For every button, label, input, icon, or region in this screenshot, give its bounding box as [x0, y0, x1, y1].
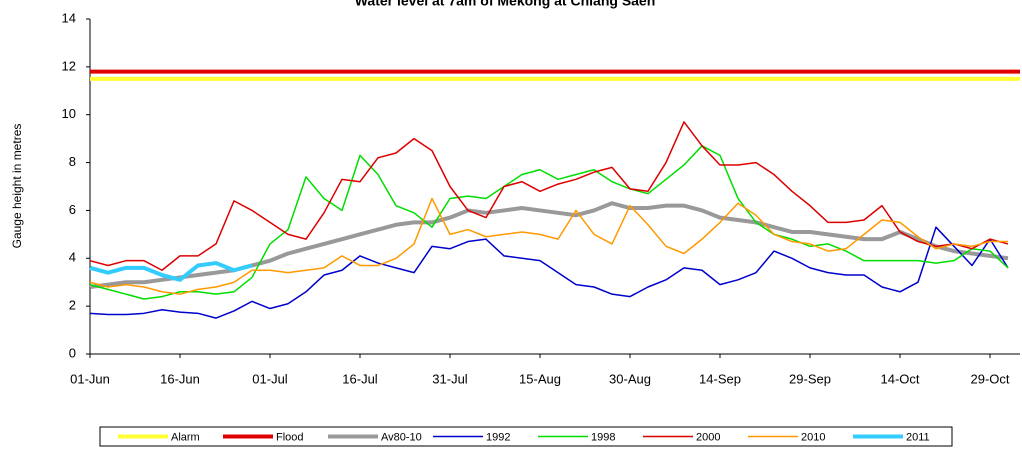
x-tick-label: 29-Oct — [970, 371, 1009, 386]
y-tick-label: 4 — [69, 250, 76, 265]
x-tick-label: 16-Jul — [342, 371, 378, 386]
y-tick-label: 0 — [69, 345, 76, 360]
x-tick-label: 01-Jun — [70, 371, 110, 386]
y-axis-label: Gauge height in metres — [10, 124, 24, 249]
legend-label: 1992 — [486, 431, 510, 443]
y-tick-label: 12 — [62, 58, 76, 73]
data-line — [89, 226, 1009, 319]
legend-label: 1998 — [591, 431, 615, 443]
y-tick-label: 14 — [62, 10, 76, 25]
data-line — [89, 121, 1009, 271]
legend-label: Flood — [276, 431, 304, 443]
x-tick-label: 01-Jul — [252, 371, 288, 386]
data-line — [89, 145, 1009, 300]
chart-title: Water level at 7am of Mekong at Chiang S… — [355, 0, 656, 9]
legend-label: 2010 — [801, 431, 825, 443]
y-tick-label: 6 — [69, 202, 76, 217]
legend-label: 2011 — [906, 431, 930, 443]
legend-label: Av80-10 — [381, 431, 422, 443]
legend-label: Alarm — [171, 431, 200, 443]
x-tick-label: 31-Jul — [432, 371, 468, 386]
legend-label: 2000 — [696, 431, 720, 443]
y-tick-label: 2 — [69, 298, 76, 313]
x-tick-label: 14-Oct — [880, 371, 919, 386]
x-tick-label: 15-Aug — [519, 371, 561, 386]
data-line — [89, 197, 1008, 295]
x-tick-label: 30-Aug — [609, 371, 651, 386]
y-tick-label: 8 — [69, 154, 76, 169]
legend-box — [99, 426, 953, 447]
x-tick-label: 16-Jun — [160, 371, 200, 386]
data-line — [89, 261, 253, 282]
x-tick-label: 14-Sep — [699, 371, 741, 386]
y-tick-label: 10 — [62, 106, 76, 121]
x-tick-label: 29-Sep — [789, 371, 831, 386]
